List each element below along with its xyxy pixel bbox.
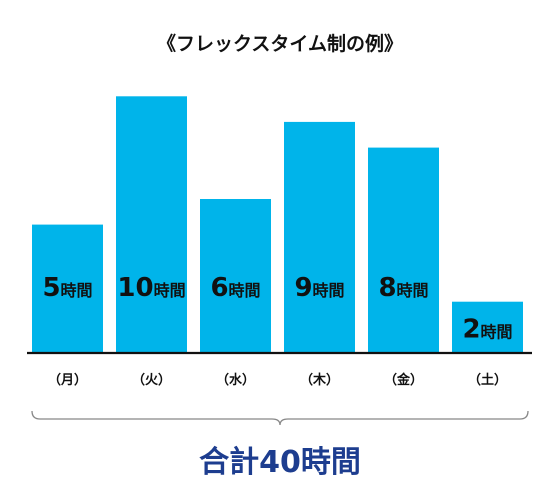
chart-title: 《フレックスタイム制の例》	[157, 32, 403, 55]
bar-value-label: 6時間	[210, 273, 260, 303]
bar	[284, 121, 355, 354]
x-tick-labels: （月） （火） （水） （木） （金） （土）	[48, 372, 507, 388]
total-brace	[31, 410, 529, 426]
bar	[116, 96, 187, 354]
bar-value-label: 2時間	[462, 314, 512, 344]
bar-unit: 時間	[154, 281, 186, 300]
x-tick-label: （木）	[300, 372, 339, 388]
bar-unit: 時間	[313, 281, 345, 300]
bar	[452, 301, 523, 353]
bar-value: 6	[210, 273, 228, 303]
bar-unit: 時間	[397, 281, 429, 300]
bar	[200, 199, 271, 353]
bar	[368, 147, 439, 353]
bar-value-label: 8時間	[378, 273, 428, 303]
bar-value-label: 5時間	[42, 273, 92, 303]
bar-unit: 時間	[61, 281, 93, 300]
x-tick-label: （月）	[48, 372, 87, 388]
bar-value: 9	[294, 273, 312, 303]
x-tick-label: （水）	[216, 372, 255, 388]
bar-value: 5	[42, 273, 60, 303]
bar	[32, 224, 103, 353]
total-label: 合計40時間	[199, 445, 361, 480]
bar-value-label: 10時間	[117, 273, 185, 303]
bar-unit: 時間	[481, 322, 513, 341]
bar-value: 2	[462, 314, 480, 344]
x-tick-label: （土）	[468, 372, 507, 388]
x-tick-label: （火）	[132, 372, 171, 388]
x-tick-label: （金）	[384, 372, 423, 388]
bar-value: 10	[117, 273, 153, 303]
bar-value-label: 9時間	[294, 273, 344, 303]
bar-value: 8	[378, 273, 396, 303]
bar-unit: 時間	[229, 281, 261, 300]
